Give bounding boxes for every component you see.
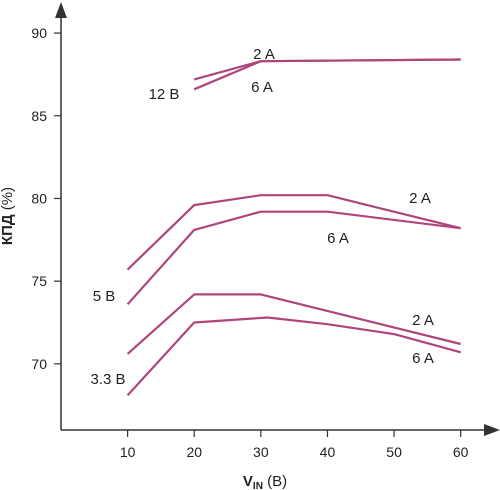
annotation-5v-2a: 2 A — [409, 190, 431, 207]
x-tick-label: 20 — [186, 444, 202, 460]
axes — [55, 2, 500, 436]
y-axis-arrow — [55, 2, 67, 18]
annotation-12v-2a: 2 A — [253, 46, 275, 63]
y-tick-label: 90 — [31, 25, 47, 41]
y-axis-title-unit: (%) — [0, 187, 16, 215]
x-axis-title: VIN (В) — [243, 473, 287, 490]
x-tick-label: 50 — [386, 444, 402, 460]
annotation-3v3-2a: 2 A — [412, 312, 434, 329]
annotations: 2 A 6 A 12 В 2 A 6 A 5 В 2 A 6 A 3.3 В — [90, 46, 433, 388]
x-axis-title-sub: IN — [253, 481, 263, 490]
annotation-5v-6a: 6 A — [327, 230, 349, 247]
y-tick-label: 85 — [31, 108, 47, 124]
x-tick-label: 60 — [453, 444, 469, 460]
y-tick-label: 80 — [31, 190, 47, 206]
annotation-3v3-6a: 6 A — [412, 350, 434, 367]
y-tick-label: 75 — [31, 273, 47, 289]
series-line-6 — [126, 316, 461, 397]
annotation-5v: 5 В — [93, 288, 116, 305]
x-tick-label: 30 — [253, 444, 269, 460]
series-line-4 — [126, 210, 461, 306]
series-line-2 — [193, 58, 461, 91]
series-line-5 — [126, 293, 461, 355]
series-line-3 — [126, 194, 461, 271]
x-axis-arrow — [484, 424, 500, 436]
annotation-12v-6a: 6 A — [251, 79, 273, 96]
annotation-3v3: 3.3 В — [90, 371, 125, 388]
y-axis-title: КПД (%) — [0, 187, 16, 245]
x-axis-title-main: V — [243, 473, 253, 490]
y-tick-label: 70 — [31, 356, 47, 372]
series-line-1 — [193, 58, 461, 81]
x-axis-title-unit: (В) — [263, 473, 287, 490]
x-tick-label: 40 — [320, 444, 336, 460]
y-axis-title-main: КПД — [0, 214, 16, 245]
annotation-12v: 12 В — [149, 86, 180, 103]
ticks: 10 20 30 40 50 60 70 75 80 85 90 — [31, 25, 468, 460]
x-tick-label: 10 — [120, 444, 136, 460]
series-group — [126, 58, 461, 397]
